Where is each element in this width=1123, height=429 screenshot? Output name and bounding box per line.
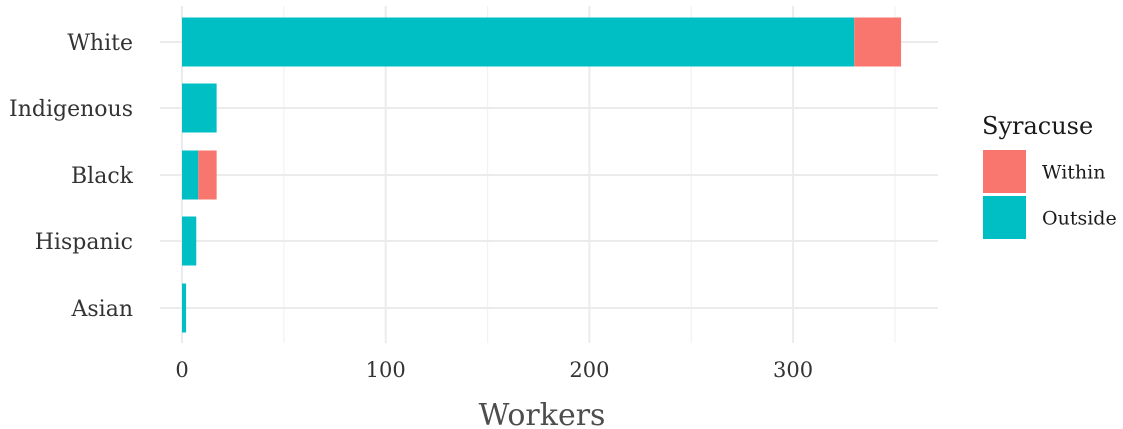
y-tick-label: Indigenous	[9, 97, 133, 122]
y-axis-tick-labels: White Indigenous Black Hispanic Asian	[9, 31, 134, 322]
y-tick-label: Hispanic	[35, 230, 133, 255]
legend-items: Within Outside	[983, 150, 1117, 239]
x-axis-tick-labels: 0 100 200 300	[175, 358, 813, 382]
x-axis-title: Workers	[479, 398, 606, 429]
bar-indigenous-outside	[182, 83, 217, 133]
legend-title: Syracuse	[982, 112, 1093, 140]
x-tick-label: 300	[773, 358, 813, 382]
x-tick-label: 0	[175, 358, 188, 382]
legend-label-within: Within	[1042, 162, 1105, 184]
bars	[182, 17, 902, 333]
legend-key-within	[983, 150, 1026, 193]
bar-black-within	[198, 150, 217, 200]
legend: Syracuse Within Outside	[982, 112, 1117, 239]
bar-black-outside	[182, 150, 199, 200]
legend-label-outside: Outside	[1042, 208, 1117, 230]
bar-white-outside	[182, 17, 855, 67]
bar-hispanic-outside	[182, 216, 197, 266]
bar-asian-outside	[182, 283, 187, 333]
bar-white-within	[854, 17, 902, 67]
legend-key-outside	[983, 196, 1026, 239]
x-tick-label: 200	[569, 358, 609, 382]
y-tick-label: Asian	[71, 297, 134, 322]
y-tick-label: Black	[71, 164, 134, 189]
x-tick-label: 100	[366, 358, 406, 382]
y-tick-label: White	[67, 31, 133, 56]
